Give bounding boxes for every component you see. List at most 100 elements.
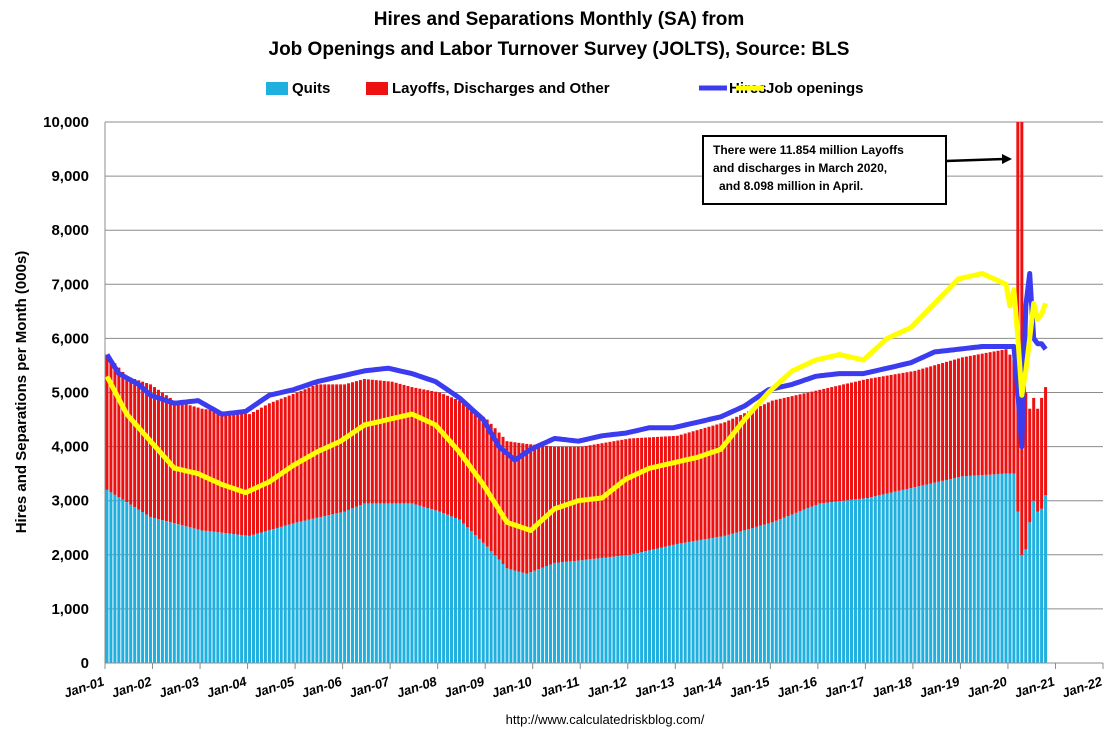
- layoffs-bars: [105, 122, 1048, 574]
- quits-bar: [632, 553, 636, 663]
- quits-bar: [731, 533, 735, 663]
- layoffs-bar: [584, 445, 588, 560]
- quits-bar: [291, 523, 295, 663]
- quits-bar: [208, 531, 212, 663]
- x-tick-label: Jan-16: [775, 673, 820, 700]
- quits-bar: [794, 512, 798, 663]
- layoffs-bar: [287, 395, 291, 525]
- x-tick-label: Jan-06: [300, 673, 345, 700]
- quits-bar: [537, 569, 541, 663]
- layoffs-bar: [873, 377, 877, 497]
- quits-bar: [160, 520, 164, 663]
- quits-bar: [105, 489, 109, 663]
- quits-bar: [398, 503, 402, 663]
- quits-bar: [529, 572, 533, 663]
- quits-bar: [533, 570, 537, 663]
- quits-bar: [501, 563, 505, 663]
- quits-bar: [628, 554, 632, 663]
- layoffs-bar: [770, 400, 774, 523]
- quits-bar: [442, 513, 446, 663]
- layoffs-bar: [1024, 392, 1028, 550]
- layoffs-bar: [751, 409, 755, 528]
- layoffs-bar: [901, 372, 905, 490]
- x-tick-label: Jan-12: [585, 673, 630, 700]
- layoffs-bar: [529, 444, 533, 573]
- layoffs-bar: [600, 443, 604, 558]
- quits-bar: [937, 481, 941, 663]
- quits-bar: [236, 534, 240, 663]
- quits-bar: [893, 491, 897, 663]
- layoffs-bar: [648, 437, 652, 551]
- quits-bar: [450, 516, 454, 663]
- layoffs-bar: [774, 399, 778, 521]
- layoffs-bar: [758, 406, 762, 526]
- layoffs-bar: [1020, 122, 1024, 555]
- layoffs-bar: [909, 371, 913, 489]
- quits-bar: [315, 517, 319, 663]
- layoffs-bar: [952, 359, 956, 479]
- quits-bar: [703, 539, 707, 663]
- layoffs-bar: [517, 442, 521, 572]
- quits-bar: [822, 502, 826, 663]
- layoffs-bar: [430, 390, 434, 510]
- layoffs-bar: [438, 392, 442, 512]
- y-tick-label: 4,000: [51, 439, 89, 456]
- layoffs-bar: [671, 436, 675, 545]
- layoffs-bar: [545, 445, 549, 567]
- layoffs-bar: [331, 384, 335, 515]
- quits-bar: [188, 527, 192, 663]
- quits-bar: [762, 524, 766, 663]
- layoffs-bar: [798, 394, 802, 512]
- layoffs-bar: [485, 419, 489, 547]
- y-tick-label: 8,000: [51, 222, 89, 239]
- layoffs-bar: [303, 389, 307, 521]
- quits-bar: [850, 499, 854, 663]
- layoffs-bar: [956, 358, 960, 478]
- layoffs-bar: [814, 390, 818, 505]
- layoffs-bar: [533, 444, 537, 571]
- quits-bars: [105, 473, 1048, 663]
- quits-bar: [620, 555, 624, 663]
- layoffs-bar: [842, 384, 846, 501]
- quits-bar: [964, 476, 968, 663]
- layoffs-bar: [453, 398, 457, 519]
- layoffs-bar: [794, 395, 798, 513]
- x-tick-label: Jan-05: [252, 673, 297, 700]
- x-tick-label: Jan-13: [632, 673, 677, 700]
- layoffs-bar: [204, 409, 208, 531]
- quits-bar: [782, 517, 786, 663]
- quits-bar: [469, 531, 473, 663]
- annotation-line-3: and 8.098 million in April.: [719, 179, 863, 193]
- layoffs-bar: [180, 402, 184, 526]
- quits-bar: [141, 512, 145, 663]
- axes: [104, 122, 1104, 669]
- quits-bar: [695, 540, 699, 663]
- annotation-arrow-line: [945, 157, 1005, 163]
- quits-bar: [810, 506, 814, 663]
- x-tick-label: Jan-11: [538, 674, 581, 701]
- layoffs-bar: [711, 425, 715, 538]
- layoffs-bar: [976, 354, 980, 476]
- layoffs-bar: [145, 383, 149, 515]
- quits-bar: [976, 475, 980, 663]
- quits-bar: [117, 497, 121, 663]
- quits-bar: [343, 511, 347, 663]
- layoffs-bar: [481, 416, 485, 543]
- quits-bar: [881, 494, 885, 663]
- quits-bar: [925, 484, 929, 663]
- quits-bar: [521, 572, 525, 663]
- quits-bar: [1004, 473, 1008, 663]
- quits-bar: [137, 509, 141, 663]
- quits-bar: [271, 529, 275, 663]
- layoffs-bar: [347, 383, 351, 510]
- quits-bar: [351, 508, 355, 663]
- layoffs-bar: [869, 378, 873, 498]
- quits-bar: [1000, 473, 1004, 663]
- quits-bar: [905, 488, 909, 663]
- layoffs-bar: [865, 378, 869, 498]
- quits-bar: [846, 500, 850, 663]
- quits-bar: [687, 541, 691, 663]
- layoffs-bar: [616, 440, 620, 557]
- quits-bar: [414, 504, 418, 663]
- quits-bar: [497, 559, 501, 663]
